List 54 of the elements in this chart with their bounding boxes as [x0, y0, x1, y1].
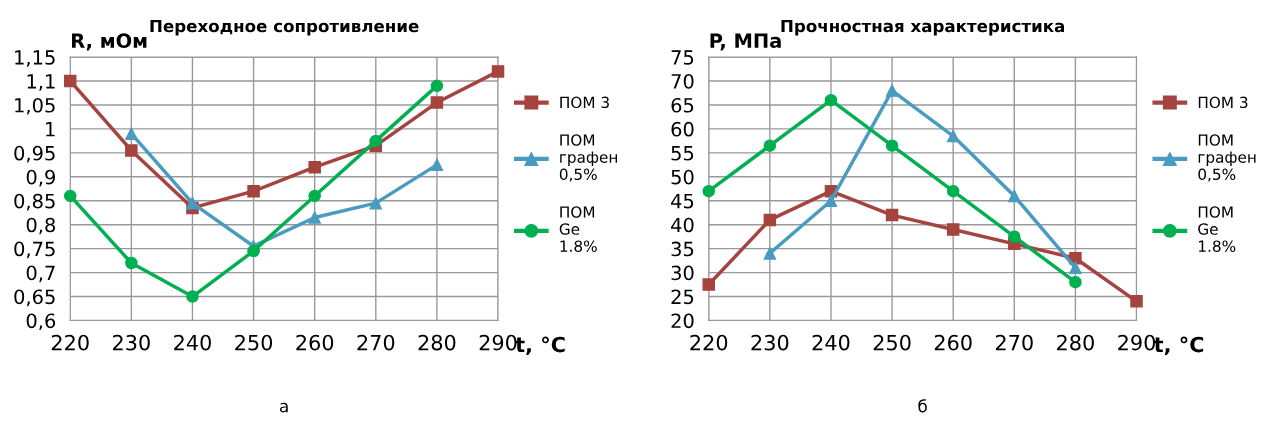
y-tick-label: 0,85: [14, 193, 55, 211]
y-tick-label: 1: [46, 122, 55, 137]
chart-title: Прочностная характеристика: [781, 19, 1065, 36]
x-tick-label: 240: [174, 334, 211, 351]
y-tick-label: 0,75: [14, 241, 55, 259]
legend-label: ПОМ Ge 1.8%: [559, 206, 597, 252]
x-tick-label: 250: [873, 334, 911, 351]
y-tick-label: 0,6: [26, 313, 56, 331]
x-tick-label: 240: [812, 334, 850, 351]
y-tick-label: 70: [671, 73, 694, 89]
y-tick-label: 1,15: [15, 50, 55, 67]
y-tick-label: 50: [671, 169, 694, 185]
x-tick-label: 270: [995, 334, 1033, 351]
y-tick-label: 1,05: [15, 97, 55, 115]
x-tick-label: 280: [418, 334, 456, 351]
y-tick-label: 55: [671, 146, 694, 161]
y-tick-label: 1,1: [27, 74, 55, 91]
legend-label: ПОМ графен 0,5%: [1198, 134, 1256, 182]
y-tick-label: 0,8: [26, 217, 56, 235]
y-tick-label: 20: [671, 313, 694, 329]
y-tick-label: 0,65: [14, 289, 55, 307]
legend-label: ПОМ 3: [1198, 96, 1248, 109]
legend-label: ПОМ 3: [560, 96, 609, 109]
y-tick-label: 0,7: [26, 265, 55, 283]
y-tick-label: 75: [671, 50, 694, 65]
y-axis-title: R, мОм: [72, 33, 147, 51]
x-tick-label: 220: [51, 334, 89, 351]
legend-label: ПОМ Ge 1.8%: [1198, 206, 1236, 252]
x-axis-title: t, °C: [515, 336, 565, 356]
x-tick-label: 230: [112, 334, 150, 351]
legend-label: ПОМ графен 0,5%: [559, 134, 617, 182]
x-tick-label: 260: [296, 334, 334, 351]
y-tick-label: 0,95: [14, 145, 55, 163]
x-tick-label: 270: [357, 334, 395, 351]
x-tick-label: 250: [235, 334, 273, 351]
y-tick-label: 45: [671, 193, 694, 209]
y-tick-label: 60: [671, 121, 694, 137]
x-tick-label: 220: [690, 334, 728, 351]
x-tick-label: 260: [934, 334, 972, 351]
x-tick-label: 230: [751, 334, 789, 351]
x-axis-title: t, °C: [1153, 336, 1204, 356]
y-tick-label: 0,9: [26, 169, 55, 187]
y-tick-label: 65: [671, 97, 694, 113]
y-tick-label: 40: [671, 217, 694, 233]
y-axis-title: P, МПа: [710, 33, 781, 51]
text: б: [918, 399, 927, 413]
y-tick-label: 25: [671, 289, 694, 305]
y-tick-label: 35: [671, 241, 694, 257]
text: а: [280, 402, 288, 413]
x-tick-label: 290: [1118, 334, 1156, 351]
chart-title: Переходное сопротивление: [150, 19, 419, 36]
y-tick-label: 30: [671, 265, 694, 281]
x-tick-label: 290: [479, 334, 517, 351]
x-tick-label: 280: [1057, 334, 1094, 351]
